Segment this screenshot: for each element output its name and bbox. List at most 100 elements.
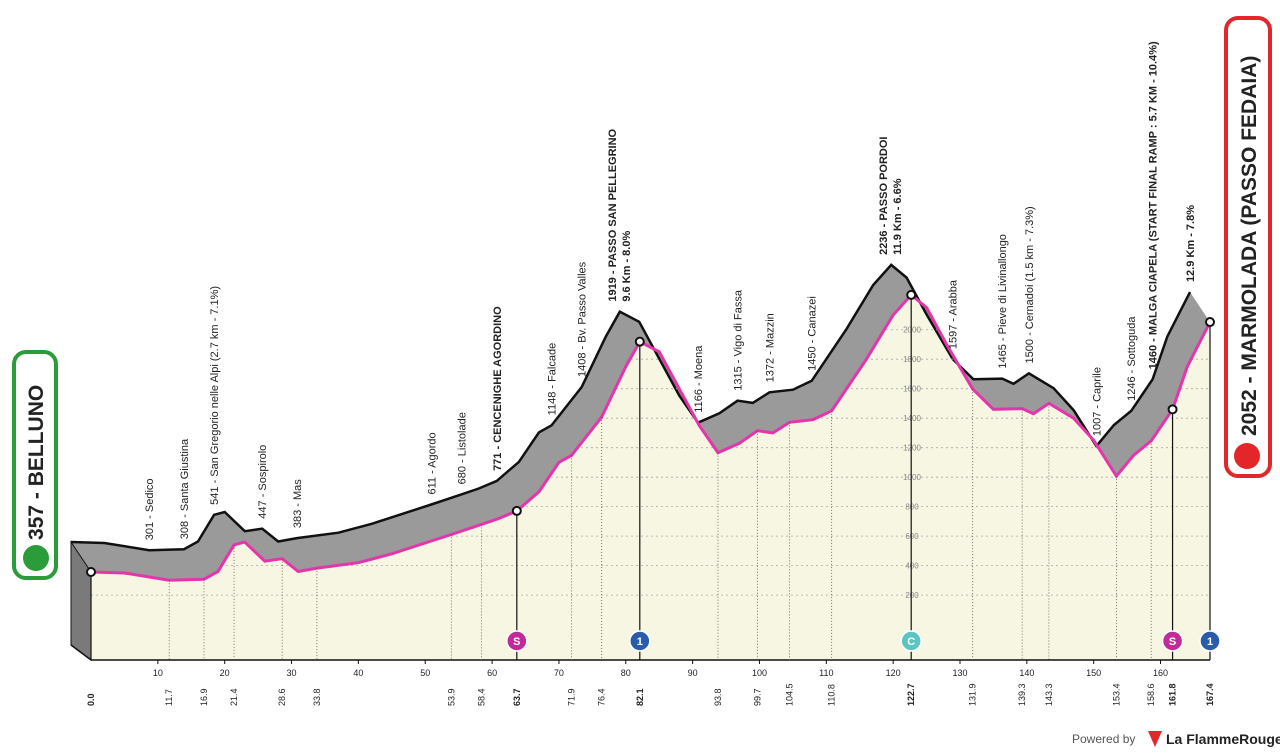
x-tick-label: 80: [621, 668, 631, 678]
waypoint-label: 1372 - Mazzin: [765, 313, 777, 382]
waypoint-label: 301 - Sedico: [144, 478, 156, 540]
finish-box: 2052 - MARMOLADA (PASSO FEDAIA): [1224, 16, 1272, 478]
waypoint-dot: [906, 289, 917, 300]
waypoint-km: 131.9: [968, 683, 978, 706]
waypoint-label: 680 - Listolade: [456, 412, 468, 484]
y-tick-label: 600: [905, 532, 919, 541]
waypoint-label: 12.9 Km - 7.8%: [1185, 205, 1197, 282]
y-tick-label: 200: [905, 591, 919, 600]
waypoint-km: 161.8: [1168, 683, 1178, 706]
waypoint-icon-label: 1: [637, 636, 643, 648]
waypoint-km: 158.6: [1146, 683, 1156, 706]
brand: La FlammeRouge: [1166, 731, 1280, 747]
waypoint-label: 1500 - Cernadoi (1.5 km - 7.3%): [1024, 206, 1036, 363]
y-tick-label: 1400: [903, 414, 921, 423]
waypoint-label: 541 - San Gregorio nelle Alpi (2.7 km - …: [209, 286, 221, 505]
waypoint-dot: [634, 336, 645, 347]
waypoint-label: 1597 - Arabba: [948, 279, 960, 349]
waypoint-label: 1408 - Bv. Passo Valles: [577, 261, 589, 377]
y-tick-label: 1800: [903, 355, 921, 364]
powered-by: Powered by: [1072, 732, 1135, 746]
waypoint-km: 76.4: [597, 688, 607, 706]
y-tick-label: 1000: [903, 473, 921, 482]
waypoint-label: 383 - Mas: [292, 479, 304, 528]
waypoint-km: 99.7: [752, 688, 762, 706]
x-tick-label: 10: [153, 668, 163, 678]
waypoint-km: 71.9: [567, 688, 577, 706]
x-tick-label: 50: [420, 668, 430, 678]
waypoint-icon-label: S: [513, 636, 520, 648]
waypoint-icon-label: S: [1169, 636, 1176, 648]
x-tick-label: 110: [819, 668, 833, 678]
finish-frame: [1224, 16, 1272, 478]
waypoint-km: 21.4: [229, 688, 239, 706]
y-tick-label: 2000: [903, 326, 921, 335]
y-tick-label: 1600: [903, 385, 921, 394]
waypoint-km: 153.4: [1111, 683, 1121, 706]
waypoint-dot: [511, 505, 522, 516]
waypoint-label: 1007 - Caprile: [1091, 367, 1103, 436]
waypoint-sub: 11.9 Km - 6.6%: [892, 178, 904, 255]
x-tick-label: 120: [886, 668, 901, 678]
waypoint-km: 16.9: [199, 688, 209, 706]
start-icon: [23, 545, 49, 571]
waypoint-label: 2236 - PASSO PORDOI: [878, 137, 890, 255]
x-tick-label: 130: [952, 668, 967, 678]
x-tick-label: 140: [1019, 668, 1034, 678]
waypoint-icon-label: 1: [1207, 636, 1213, 648]
waypoint-sub: 9.6 Km - 8.0%: [621, 231, 633, 302]
waypoint-icon-label: C: [907, 636, 915, 648]
waypoint-km: 53.9: [446, 688, 456, 706]
waypoint-label: 1246 - Sottoguda: [1126, 316, 1138, 401]
waypoint-dot: [1205, 317, 1215, 328]
waypoint-km: 104.5: [785, 683, 795, 706]
waypoint-km: 82.1: [635, 688, 645, 706]
profile-band: [71, 264, 1210, 581]
waypoint-label: 611 - Agordo: [426, 432, 438, 494]
waypoint-icon: [1161, 630, 1184, 652]
waypoint-label: 1460 - MALGA CIAPELA (START FINAL RAMP :…: [1148, 41, 1160, 369]
x-tick-label: 100: [752, 668, 767, 678]
waypoint-km: 167.4: [1205, 683, 1215, 706]
waypoint-km: 93.8: [713, 688, 723, 706]
x-tick-label: 160: [1153, 668, 1168, 678]
y-tick-label: 800: [905, 503, 919, 512]
waypoint-icon: [506, 630, 528, 652]
waypoint-km: 139.3: [1017, 683, 1027, 706]
waypoint-km: 122.7: [906, 683, 916, 706]
waypoint-km: 63.7: [512, 688, 522, 706]
waypoint-dot: [1167, 404, 1178, 415]
waypoint-label: 1166 - Moena: [693, 345, 705, 413]
x-tick-label: 30: [287, 668, 297, 678]
waypoint-km: 0.0: [86, 693, 96, 706]
waypoint-km: 11.7: [164, 689, 174, 706]
waypoint-label: 1450 - Canazei: [807, 296, 819, 371]
waypoint-icon: [900, 630, 922, 652]
waypoint-dot: [86, 566, 96, 577]
profile-line: [90, 292, 1212, 582]
waypoint-label: 1148 - Falcade: [547, 343, 559, 416]
footer: Powered by La FlammeRouge: [1072, 731, 1280, 747]
waypoint-icon: [1199, 630, 1221, 652]
y-tick-label: 1200: [903, 444, 921, 453]
waypoint-label: 308 - Santa Giustina: [179, 438, 191, 539]
x-tick-label: 60: [487, 668, 497, 678]
waypoint-label: 771 - CENCENIGHE AGORDINO: [492, 306, 504, 471]
x-tick-label: 70: [554, 668, 564, 678]
start-label: 357 - BELLUNO: [25, 385, 48, 540]
waypoint-km: 110.8: [827, 684, 837, 706]
x-tick-label: 40: [353, 668, 363, 678]
y-tick-label: 400: [905, 562, 919, 571]
waypoint-icon: [629, 630, 651, 652]
waypoint-km: 58.4: [476, 688, 486, 706]
start-frame: [12, 350, 58, 580]
waypoint-label: 1465 - Pieve di Livinallongo: [997, 234, 1009, 369]
waypoint-label: 447 - Sospirolo: [257, 445, 269, 519]
finish-label: 2052 - MARMOLADA (PASSO FEDAIA): [1238, 56, 1261, 436]
waypoint-km: 28.6: [277, 688, 287, 706]
x-tick-label: 150: [1086, 668, 1101, 678]
profile-ridge: [70, 263, 1192, 552]
waypoint-label: 1919 - PASSO SAN PELLEGRINO: [607, 128, 619, 301]
waypoint-km: 143.3: [1044, 683, 1054, 706]
